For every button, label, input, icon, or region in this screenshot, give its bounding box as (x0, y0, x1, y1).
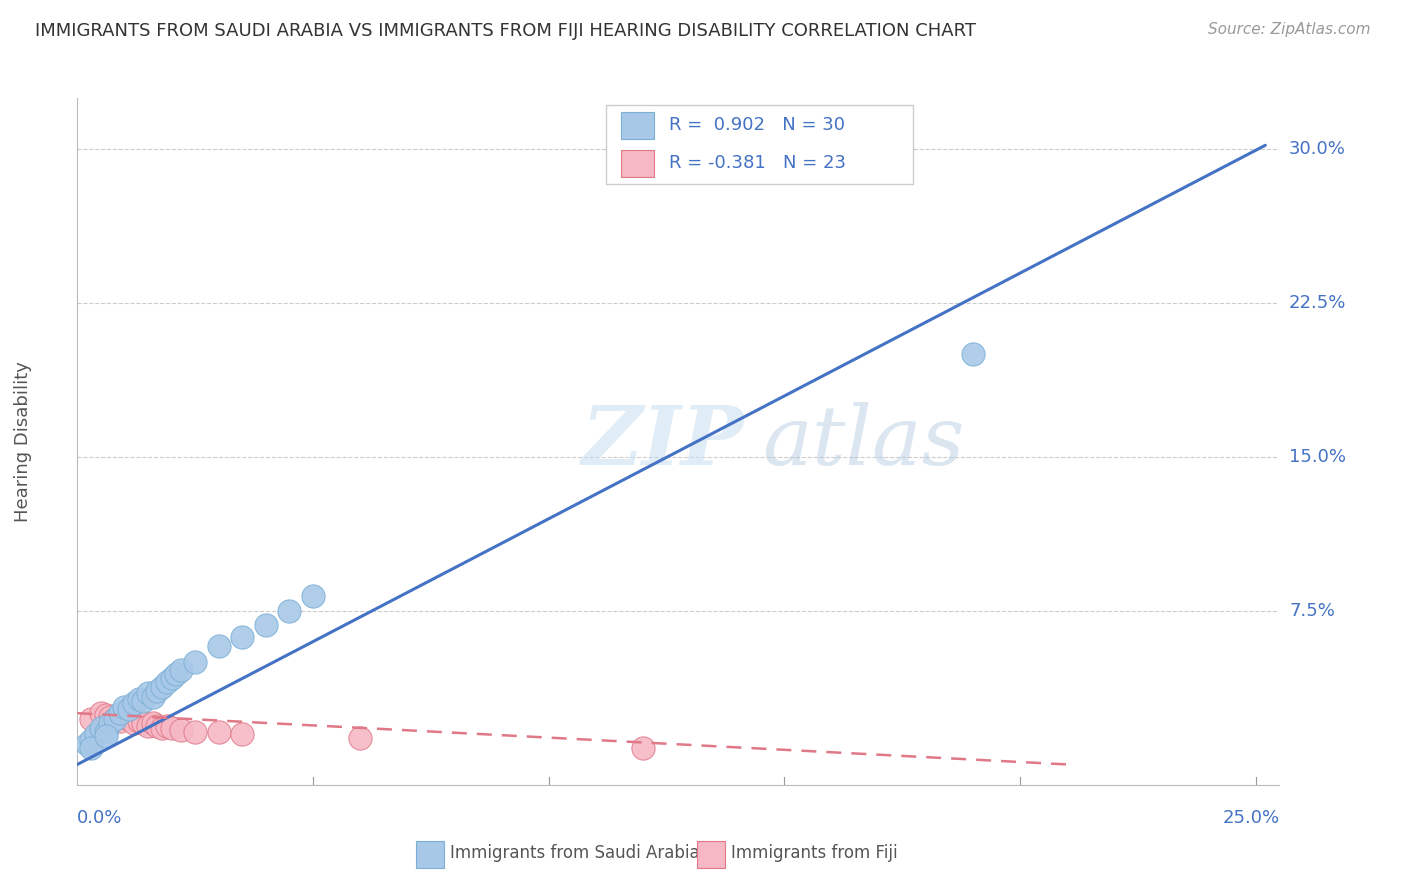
Point (80, 712, 103, 726)
Text: Immigrants from Fiji: Immigrants from Fiji (731, 844, 898, 862)
Point (208, 724, 231, 739)
Point (94, 708, 117, 723)
Point (146, 683, 169, 698)
Point (962, 347, 984, 361)
Text: 0.0%: 0.0% (77, 809, 122, 827)
Point (631, 741, 654, 756)
Point (98, 716, 121, 731)
Point (118, 702, 141, 716)
Point (122, 696, 145, 710)
Text: IMMIGRANTS FROM SAUDI ARABIA VS IMMIGRANTS FROM FIJI HEARING DISABILITY CORRELAT: IMMIGRANTS FROM SAUDI ARABIA VS IMMIGRAN… (35, 22, 976, 40)
Point (98, 710, 121, 724)
Point (254, 618, 277, 632)
Text: 7.5%: 7.5% (1289, 602, 1334, 620)
Point (108, 706, 131, 721)
FancyBboxPatch shape (606, 105, 912, 184)
Point (136, 686, 159, 700)
Text: 30.0%: 30.0% (1289, 140, 1346, 159)
Point (94, 729, 117, 743)
Point (165, 667, 187, 681)
Text: Source: ZipAtlas.com: Source: ZipAtlas.com (1208, 22, 1371, 37)
Point (208, 639, 231, 653)
Text: R = -0.381   N = 23: R = -0.381 N = 23 (669, 154, 846, 172)
Point (122, 716, 145, 731)
Point (84, 727, 107, 741)
Bar (620, 112, 654, 139)
Point (90, 721, 112, 735)
Point (231, 727, 253, 741)
Point (184, 724, 207, 739)
Point (142, 690, 165, 704)
Point (132, 694, 155, 708)
Point (160, 721, 183, 735)
Point (136, 718, 159, 732)
Point (278, 604, 301, 618)
Text: R =  0.902   N = 30: R = 0.902 N = 30 (669, 117, 845, 135)
Point (118, 712, 141, 726)
Point (349, 731, 371, 745)
Point (142, 716, 165, 731)
Point (160, 671, 183, 685)
Point (90, 706, 112, 721)
Text: 22.5%: 22.5% (1289, 294, 1347, 312)
Point (170, 723, 193, 737)
Point (94, 724, 117, 739)
Point (132, 716, 155, 731)
Point (146, 718, 169, 732)
Point (184, 655, 207, 669)
Point (114, 700, 136, 714)
Point (302, 590, 325, 604)
Text: 25.0%: 25.0% (1222, 809, 1279, 827)
Point (104, 712, 127, 726)
Point (128, 691, 150, 706)
Point (108, 714, 131, 729)
Point (128, 714, 150, 729)
Point (150, 721, 173, 735)
Text: ZIP: ZIP (582, 401, 745, 482)
Text: Hearing Disability: Hearing Disability (14, 361, 32, 522)
Point (231, 631, 253, 645)
Bar (620, 150, 654, 178)
Point (104, 712, 127, 726)
Point (150, 680, 173, 694)
Point (80, 732, 103, 747)
Point (156, 675, 179, 690)
Point (114, 710, 136, 724)
Point (156, 718, 179, 732)
Text: atlas: atlas (762, 401, 965, 482)
Text: Immigrants from Saudi Arabia: Immigrants from Saudi Arabia (450, 844, 700, 862)
Text: 15.0%: 15.0% (1289, 448, 1346, 466)
Point (76, 737, 98, 751)
Point (170, 663, 193, 677)
Point (80, 741, 103, 756)
